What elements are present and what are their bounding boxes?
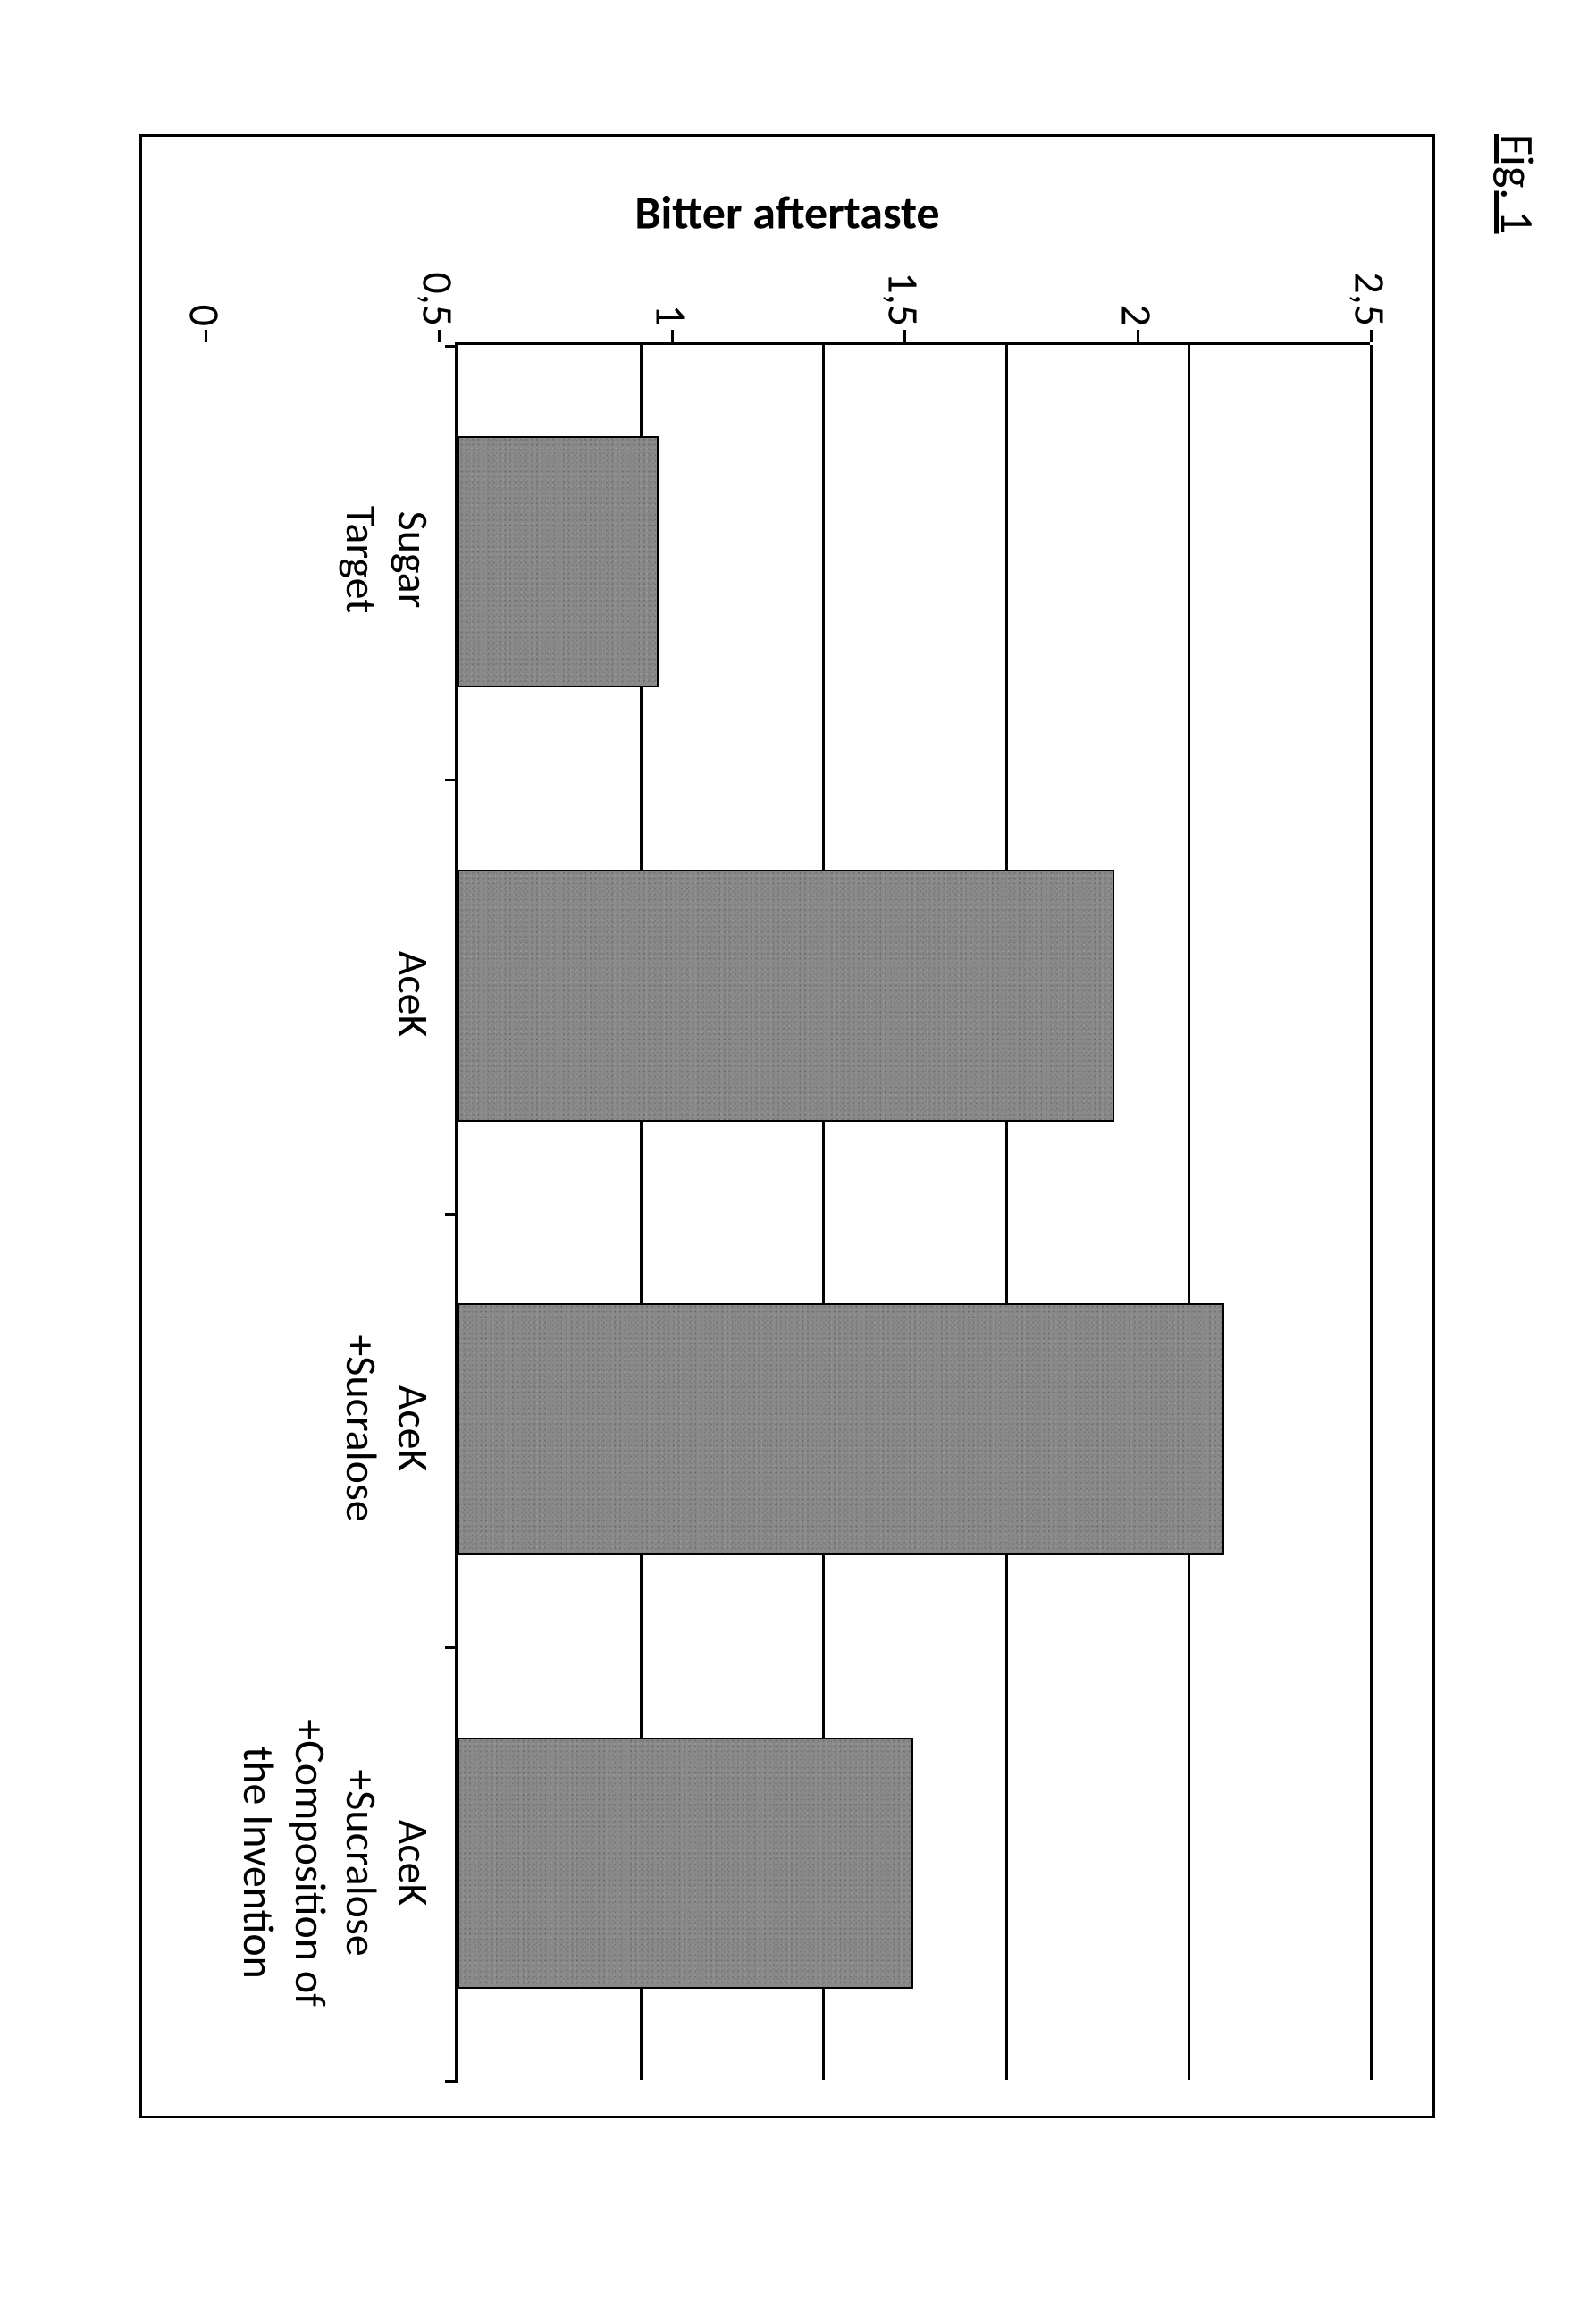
gridline — [1370, 345, 1373, 2080]
bar-acek — [458, 870, 1114, 1121]
x-axis-labels: Sugar TargetAceKAceK +SucraloseAceK +Suc… — [205, 342, 455, 2080]
y-tick-label: 2 — [1111, 305, 1163, 326]
x-label-acek: AceK — [387, 777, 439, 1211]
x-label-acek_sucr_inv: AceK +Sucralose +Composition of the Inve… — [233, 1646, 439, 2080]
chart-frame: Bitter aftertaste 0 0,5 1 1,5 2 2,5 Sugar Tar… — [139, 134, 1435, 2118]
x-tick-mark — [445, 2080, 458, 2083]
gridline — [1188, 345, 1190, 2080]
y-tick-mark — [1370, 330, 1373, 342]
y-tick-mark — [438, 330, 441, 342]
x-label-acek_sucr: AceK +Sucralose — [336, 1211, 439, 1646]
plot-area — [455, 342, 1370, 2080]
gridline — [1005, 345, 1008, 2080]
bar-acek_sucr — [458, 1303, 1224, 1554]
y-tick-label: 0 — [179, 305, 231, 326]
y-axis-label: Bitter aftertaste — [634, 184, 939, 241]
bar-acek_sucr_inv — [458, 1738, 914, 1989]
y-tick-label: 1,5 — [878, 272, 930, 326]
y-tick-mark — [903, 330, 906, 342]
y-tick-label: 2,5 — [1344, 272, 1397, 326]
figure-rotated-container: Fig. 1 Bitter aftertaste 0 0,5 1 1,5 2 2,5 Su… — [45, 98, 1546, 2154]
bar-sugar_target — [458, 436, 659, 687]
y-tick-mark — [205, 330, 207, 342]
y-tick-label: 0,5 — [411, 272, 464, 326]
y-axis-label-cell: Bitter aftertaste — [205, 173, 1370, 253]
figure-label: Fig. 1 — [1489, 134, 1546, 2154]
y-tick-mark — [1137, 330, 1139, 342]
y-axis-ticks: 00,511,522,5 — [205, 253, 1370, 342]
x-label-sugar_target: Sugar Target — [336, 342, 439, 777]
y-tick-label: 1 — [644, 305, 697, 326]
y-tick-mark — [671, 330, 674, 342]
